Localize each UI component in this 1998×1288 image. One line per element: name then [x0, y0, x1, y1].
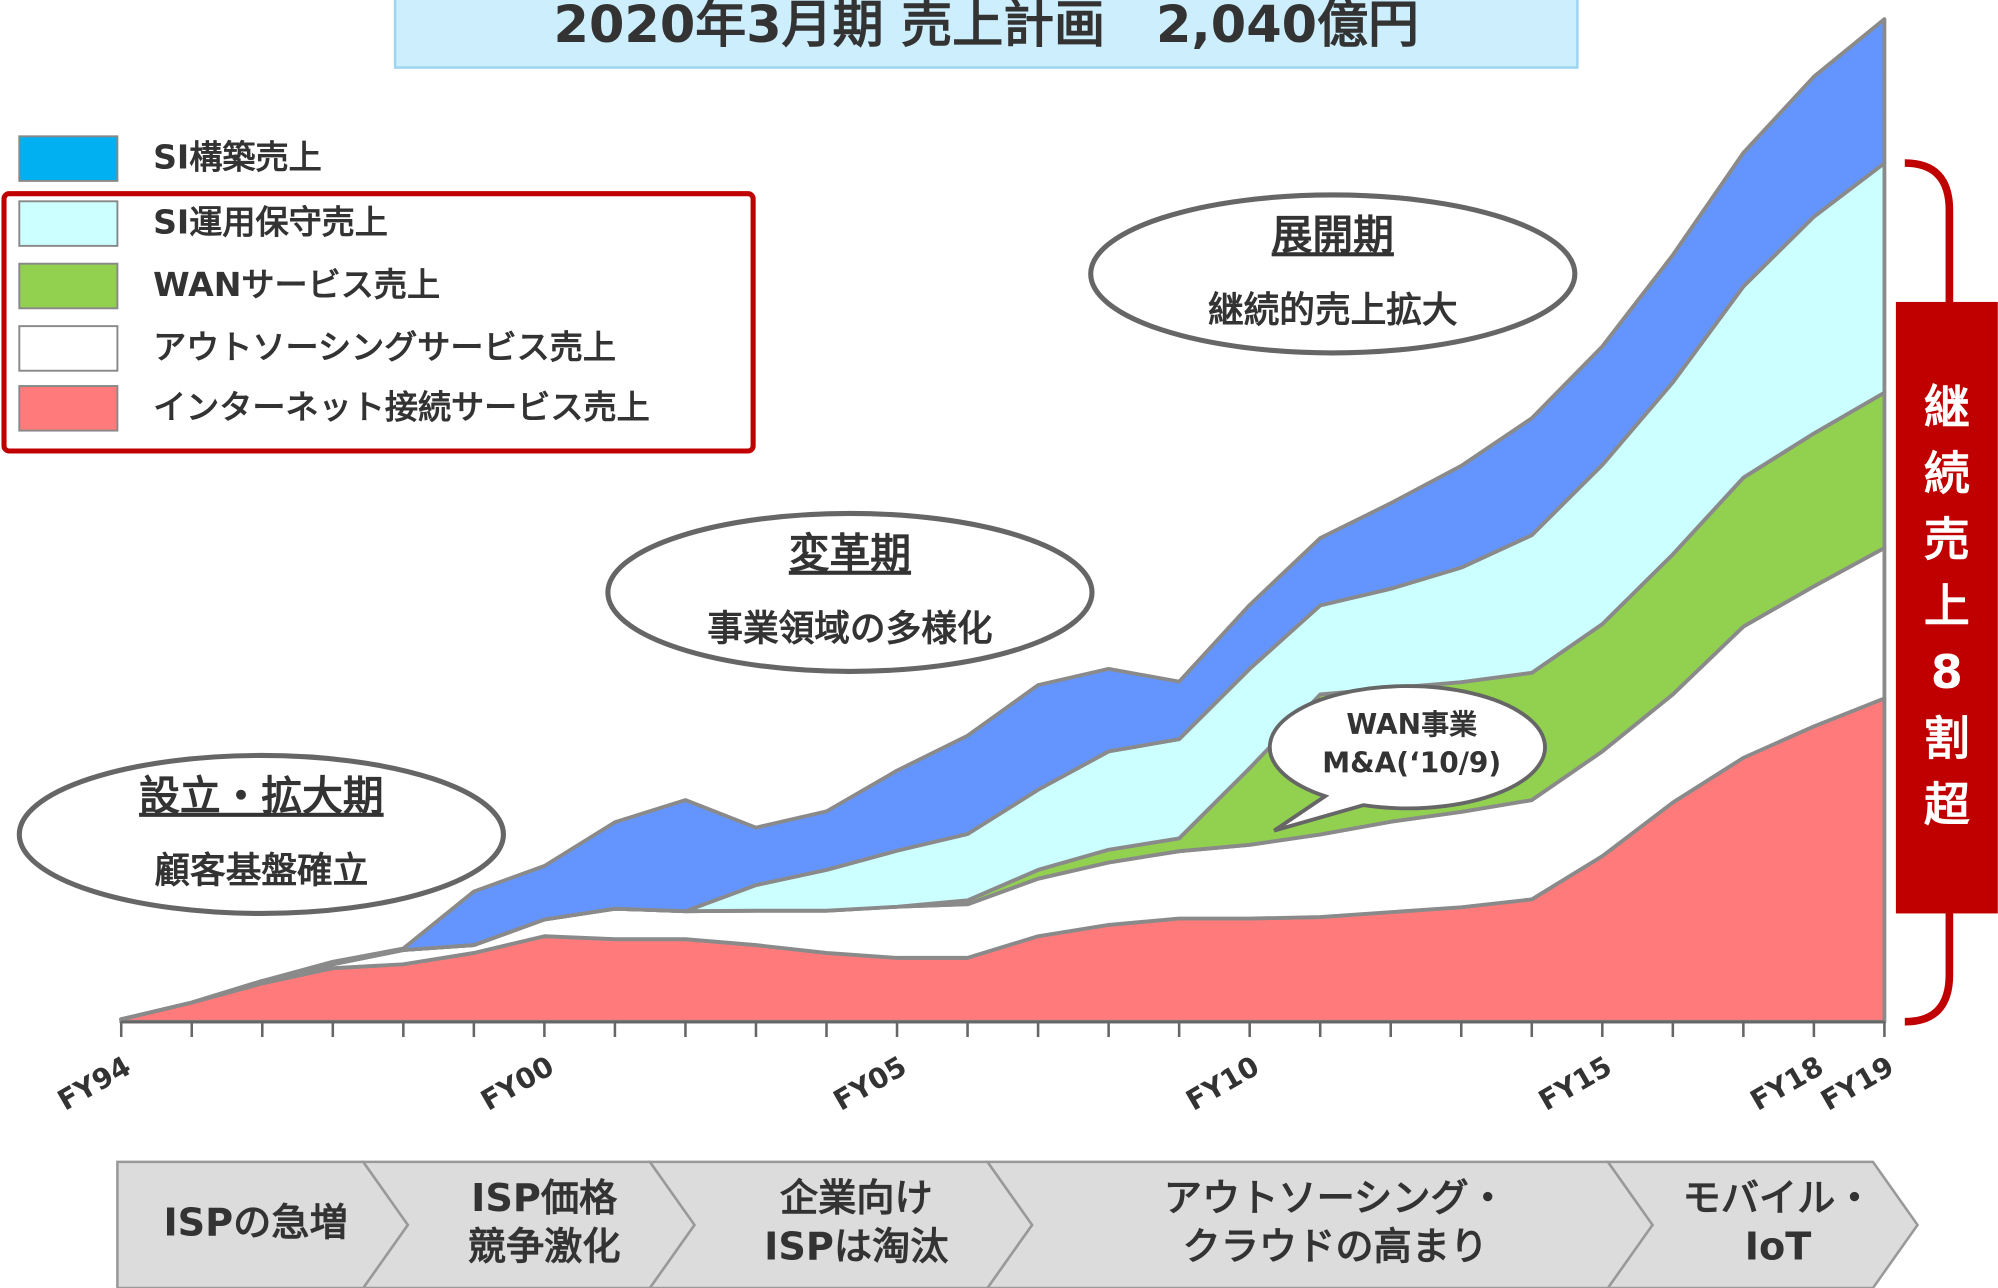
legend-swatch — [18, 135, 119, 182]
legend-label: インターネット接続サービス売上 — [153, 387, 650, 426]
area — [119, 17, 1887, 1022]
x-tick-label: FY10 — [1180, 1049, 1264, 1117]
legend-highlight — [1, 191, 756, 454]
phase-ellipse — [16, 752, 506, 916]
phase-title: 設立・拡大期 — [139, 772, 384, 820]
legend-label: アウトソーシングサービス売上 — [153, 328, 616, 367]
legend-swatch — [18, 200, 119, 247]
legend-swatch — [18, 325, 119, 372]
x-tick-label: FY05 — [828, 1049, 912, 1117]
phase-ellipse — [605, 510, 1095, 674]
phase-subtitle: 事業領域の多様化 — [707, 609, 992, 650]
timeline-text: ISPは淘汰 — [764, 1226, 949, 1270]
callout-bubble — [1267, 684, 1547, 833]
legend-label: SI構築売上 — [153, 138, 322, 177]
timeline-text: IoT — [1745, 1226, 1812, 1270]
legend-swatch — [18, 262, 119, 310]
x-tick-label: FY19 — [1815, 1049, 1899, 1117]
x-tick-label: FY15 — [1533, 1049, 1617, 1117]
bracket-box — [1895, 301, 1998, 914]
callout-text: M&A(‘10/9) — [1322, 746, 1501, 779]
legend-swatch — [18, 385, 119, 432]
phase-title: 展開期 — [1272, 211, 1394, 259]
x-tick-label: FY00 — [475, 1049, 559, 1117]
bracket-label: 継続売上 8 割超 — [1924, 380, 1970, 831]
x-tick-label: FY94 — [52, 1049, 136, 1117]
timeline-text: ISPの急増 — [163, 1201, 347, 1245]
timeline-text: ISP価格 — [471, 1177, 618, 1221]
legend-label: WANサービス売上 — [153, 265, 440, 304]
phase-title: 変革期 — [789, 530, 911, 578]
timeline-text: 企業向け — [780, 1176, 933, 1221]
timeline-text: 競争激化 — [468, 1226, 621, 1270]
phase-ellipse — [1088, 192, 1578, 356]
title-box — [393, 0, 1579, 69]
timeline-chevron — [1605, 1160, 1920, 1288]
chart-title: 2020年3月期 売上計画 2,040億円 — [554, 0, 1419, 55]
callout-text: WAN事業 — [1346, 708, 1477, 741]
timeline-text: クラウドの高まり — [1183, 1226, 1489, 1270]
legend-label: SI運用保守売上 — [153, 203, 388, 242]
x-tick-label: FY18 — [1745, 1049, 1829, 1117]
timeline-text: モバイル・ — [1683, 1177, 1874, 1221]
phase-subtitle: 顧客基盤確立 — [154, 851, 368, 892]
timeline-text: アウトソーシング・ — [1164, 1177, 1507, 1221]
phase-subtitle: 継続的売上拡大 — [1208, 290, 1458, 331]
